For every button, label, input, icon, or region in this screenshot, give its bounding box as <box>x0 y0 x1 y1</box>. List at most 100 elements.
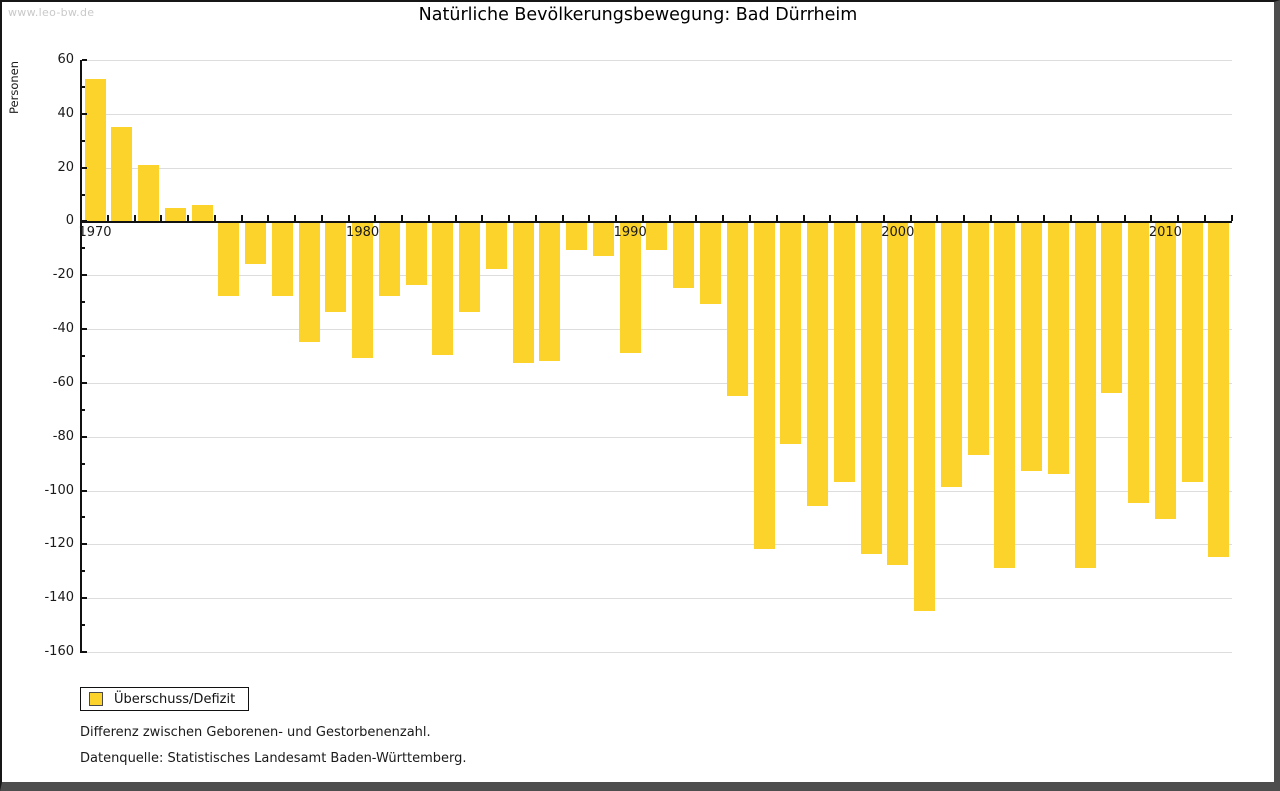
y-tick-label: -80 <box>52 428 74 444</box>
y-axis-minor-tick <box>82 462 85 465</box>
plot-area: 60 40 20 0 -20 -40 -60 -80 -100 -120 -140 -160 1970 1… <box>44 52 1233 659</box>
y-tick-label: 0 <box>65 213 74 229</box>
y-axis-tick <box>82 328 87 331</box>
x-axis-tick <box>775 215 778 222</box>
x-tick-label: 1990 <box>613 225 647 241</box>
x-axis-tick <box>1070 215 1073 222</box>
x-axis-tick <box>1123 215 1126 222</box>
y-tick-label: -160 <box>44 644 74 659</box>
y-axis-minor-tick <box>82 570 85 573</box>
bar <box>459 223 481 313</box>
bar <box>245 223 267 264</box>
gridline <box>82 382 1232 384</box>
x-axis-tick <box>213 215 216 222</box>
y-axis-minor-tick <box>82 624 85 627</box>
y-axis-minor-tick <box>82 139 85 142</box>
x-axis-tick <box>989 215 992 222</box>
x-axis-tick <box>829 215 832 222</box>
bar <box>1047 223 1069 474</box>
y-axis-minor-tick <box>82 355 85 357</box>
y-axis-tick <box>82 220 87 223</box>
x-tick-label: 1970 <box>78 225 112 241</box>
bar <box>512 223 534 364</box>
bar <box>352 223 374 358</box>
gridline <box>82 490 1232 492</box>
bar <box>539 223 561 361</box>
y-tick-label: -100 <box>44 482 74 498</box>
x-axis-tick <box>1230 215 1233 222</box>
y-axis-tick <box>82 435 87 438</box>
y-tick-label: -20 <box>52 267 74 283</box>
y-tick-label: 40 <box>57 105 74 121</box>
y-tick-label: -140 <box>44 590 74 606</box>
y-tick-label: -120 <box>44 536 74 552</box>
x-axis-tick <box>749 215 751 222</box>
bar <box>646 223 668 251</box>
y-tick-label: 20 <box>57 159 74 175</box>
chart-title: Natürliche Bevölkerungsbewegung: Bad Dür… <box>418 5 858 25</box>
x-axis-tick <box>374 215 377 222</box>
y-axis-tick <box>82 381 87 384</box>
x-axis-tick <box>534 215 537 222</box>
gridline <box>82 544 1232 546</box>
bar <box>914 223 936 611</box>
x-axis-tick <box>1203 215 1206 222</box>
x-tick-label: 2000 <box>881 225 915 241</box>
x-axis-tick <box>187 215 190 222</box>
bar <box>1208 223 1230 558</box>
gridline <box>82 60 1232 61</box>
footnote-definition: Differenz zwischen Geborenen- und Gestor… <box>80 725 431 740</box>
gridline <box>82 652 1232 653</box>
x-axis-tick <box>133 215 136 222</box>
bar <box>298 223 320 342</box>
bar <box>753 223 775 550</box>
x-axis-tick <box>347 215 350 222</box>
bar <box>378 223 400 297</box>
footnote-source: Datenquelle: Statistisches Landesamt Bad… <box>80 751 467 766</box>
y-axis-minor-tick <box>82 408 85 411</box>
legend-label: Überschuss/Defizit <box>114 691 236 707</box>
x-axis-tick <box>106 215 109 222</box>
x-tick-label: 2010 <box>1148 225 1182 241</box>
x-axis-tick <box>802 215 805 222</box>
bar <box>967 223 989 455</box>
y-axis-tick <box>82 489 87 492</box>
y-axis-minor-tick <box>82 85 85 88</box>
bar <box>807 223 829 506</box>
x-axis-tick <box>1043 215 1046 222</box>
x-axis-tick <box>481 215 484 222</box>
bar <box>1154 223 1176 520</box>
bar <box>485 223 507 270</box>
bar <box>84 78 106 222</box>
bar <box>1074 223 1096 568</box>
gridline <box>82 598 1232 600</box>
y-axis-line <box>80 60 82 653</box>
y-axis-tick <box>82 166 87 169</box>
bar <box>673 223 695 289</box>
gridline <box>82 329 1232 331</box>
x-axis-tick <box>963 215 966 222</box>
y-axis-tick <box>82 274 87 277</box>
bar <box>566 223 588 251</box>
bar <box>887 223 909 566</box>
x-axis-tick <box>856 215 859 222</box>
x-axis-tick <box>668 215 671 222</box>
x-axis-tick <box>401 215 404 222</box>
x-axis-tick <box>320 215 323 222</box>
bar <box>592 223 614 256</box>
x-axis-tick <box>454 215 457 222</box>
gridline <box>82 436 1232 438</box>
bar <box>325 223 347 313</box>
x-axis-tick <box>267 215 270 222</box>
bar <box>860 223 882 555</box>
bar <box>1181 223 1203 482</box>
x-axis-tick <box>722 215 725 222</box>
x-axis-tick <box>1177 215 1180 222</box>
bar <box>405 223 427 286</box>
bar <box>940 223 962 488</box>
x-axis-tick <box>240 215 243 222</box>
x-axis-tick <box>160 215 163 222</box>
y-axis-minor-tick <box>82 193 85 196</box>
x-axis-tick <box>508 215 511 222</box>
